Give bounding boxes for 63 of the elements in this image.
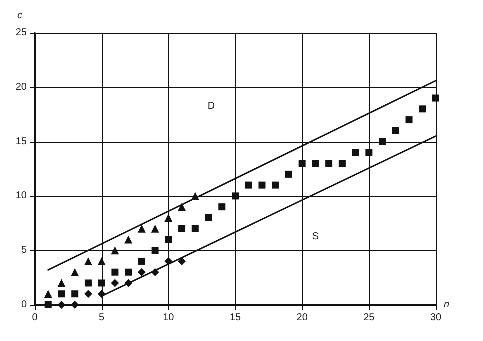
- point: [58, 290, 66, 298]
- y-tick-label: 0: [21, 300, 28, 310]
- point: [232, 192, 239, 200]
- y-tick-label: 10: [16, 190, 28, 202]
- point: [98, 280, 106, 287]
- point: [58, 301, 66, 309]
- point: [312, 160, 320, 168]
- point: [298, 160, 306, 168]
- point: [124, 236, 133, 244]
- x-tick-label: 20: [296, 312, 308, 324]
- point: [326, 160, 333, 168]
- point: [164, 214, 173, 222]
- point: [285, 170, 292, 178]
- point: [165, 236, 172, 244]
- y-axis-title: c: [18, 10, 22, 22]
- point: [338, 160, 346, 168]
- point: [111, 279, 120, 288]
- x-tick-label: 10: [163, 312, 175, 324]
- y-tick-label: 15: [16, 136, 28, 148]
- x-tick-label: 30: [430, 312, 442, 324]
- point: [138, 268, 146, 276]
- point: [72, 290, 79, 298]
- point: [366, 149, 373, 156]
- point: [98, 257, 106, 266]
- point: [192, 225, 199, 232]
- point: [205, 214, 212, 222]
- x-tick-label: 25: [364, 312, 376, 324]
- x-tick-label: 15: [230, 312, 242, 324]
- point: [84, 257, 92, 266]
- point: [178, 225, 186, 232]
- point: [419, 106, 426, 113]
- point: [218, 204, 226, 211]
- point: [272, 182, 280, 189]
- point: [111, 246, 120, 255]
- annotation: D: [208, 100, 216, 112]
- point: [352, 149, 360, 156]
- x-tick-label: 5: [99, 312, 106, 324]
- point: [84, 280, 92, 287]
- point: [44, 302, 52, 308]
- point: [84, 290, 92, 298]
- annotation: S: [312, 232, 320, 242]
- x-tick-label: 0: [32, 312, 38, 324]
- point: [71, 268, 80, 276]
- y-tick-label: 25: [16, 28, 28, 38]
- point: [138, 258, 146, 265]
- point: [138, 224, 146, 233]
- point: [406, 116, 413, 124]
- point: [178, 257, 186, 266]
- x-axis-title: n: [444, 300, 450, 310]
- point: [379, 138, 386, 146]
- point: [392, 127, 400, 134]
- y-tick-label: 5: [21, 245, 28, 256]
- point: [71, 301, 80, 309]
- point: [58, 279, 66, 288]
- y-tick-label: 20: [16, 82, 28, 93]
- point: [432, 94, 440, 102]
- point: [152, 247, 159, 254]
- point: [125, 268, 132, 276]
- point: [258, 182, 266, 189]
- point: [151, 224, 160, 233]
- point: [112, 268, 119, 276]
- point: [44, 290, 52, 298]
- point: [245, 182, 252, 189]
